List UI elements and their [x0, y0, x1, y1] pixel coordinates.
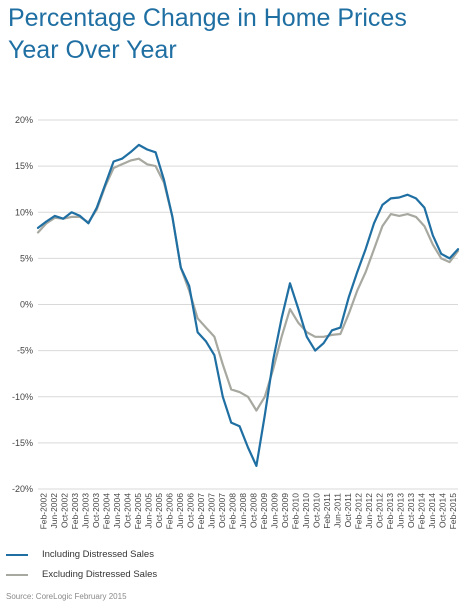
legend-label-including: Including Distressed Sales: [42, 549, 154, 560]
x-tick-label: Oct-2014: [437, 493, 447, 528]
x-tick-label: Jun-2012: [364, 493, 374, 529]
y-tick-label: 0%: [20, 300, 33, 310]
source-note: Source: CoreLogic February 2015: [6, 592, 127, 601]
legend-label-excluding: Excluding Distressed Sales: [42, 569, 158, 580]
x-tick-label: Feb-2006: [164, 493, 174, 530]
x-tick-label: Jun-2008: [238, 493, 248, 529]
legend-item-including: Including Distressed Sales: [6, 547, 306, 563]
x-tick-label: Jun-2003: [80, 493, 90, 529]
x-tick-label: Oct-2010: [311, 493, 321, 528]
x-tick-label: Jun-2009: [269, 493, 279, 529]
line-chart: 20%15%10%5%0%-5%-10%-15%-20%Feb-2002 Jun-…: [12, 115, 460, 530]
x-tick-label: Jun-2014: [427, 493, 437, 529]
y-tick-label: -20%: [12, 484, 33, 494]
y-tick-label: 20%: [15, 115, 33, 125]
x-tick-label: Feb-2003: [70, 493, 80, 530]
series-line-excluding: [36, 157, 460, 412]
y-tick-label: 5%: [20, 253, 33, 263]
x-tick-label: Jun-2013: [395, 493, 405, 529]
x-tick-label: Oct-2012: [374, 493, 384, 528]
chart-title-line-1: Percentage Change in Home Prices: [8, 4, 407, 32]
x-tick-label: Oct-2006: [185, 493, 195, 528]
x-tick-label: Jun-2005: [143, 493, 153, 529]
x-tick-label: Feb-2015: [448, 493, 458, 530]
x-tick-label: Oct-2013: [406, 493, 416, 528]
x-tick-label: Oct-2004: [122, 493, 132, 528]
x-tick-label: Feb-2014: [416, 493, 426, 530]
y-tick-label: -10%: [12, 392, 33, 402]
x-tick-label: Feb-2004: [101, 493, 111, 530]
y-tick-label: -5%: [17, 346, 33, 356]
x-tick-label: Jun-2006: [175, 493, 185, 529]
x-tick-label: Feb-2005: [133, 493, 143, 530]
x-tick-label: Oct-2008: [248, 493, 258, 528]
x-tick-label: Feb-2009: [259, 493, 269, 530]
chart-title: Percentage Change in Home Prices Year Ov…: [8, 2, 468, 66]
x-tick-label: Feb-2008: [227, 493, 237, 530]
x-tick-label: Jun-2010: [301, 493, 311, 529]
x-tick-label: Oct-2009: [280, 493, 290, 528]
x-tick-label: Oct-2011: [343, 493, 353, 528]
x-tick-label: Jun-2011: [332, 493, 342, 528]
x-tick-label: Jun-2004: [112, 493, 122, 529]
legend-swatch-excluding: [6, 574, 28, 576]
x-tick-label: Feb-2002: [38, 493, 48, 530]
x-tick-label: Feb-2007: [196, 493, 206, 530]
x-tick-label: Feb-2010: [290, 493, 300, 530]
chart-title-line-2: Year Over Year: [8, 36, 177, 64]
series-line-including: [36, 143, 460, 467]
x-tick-label: Jun-2002: [49, 493, 59, 529]
x-tick-label: Feb-2013: [385, 493, 395, 530]
y-tick-label: -15%: [12, 438, 33, 448]
y-tick-label: 15%: [15, 161, 33, 171]
x-tick-label: Jun-2007: [206, 493, 216, 529]
x-tick-label: Feb-2012: [353, 493, 363, 530]
legend-swatch-including: [6, 554, 28, 556]
x-tick-label: Oct-2005: [154, 493, 164, 528]
y-tick-label: 10%: [15, 207, 33, 217]
x-tick-label: Oct-2002: [59, 493, 69, 528]
x-tick-label: Oct-2003: [91, 493, 101, 528]
x-tick-label: Oct-2007: [217, 493, 227, 528]
legend-item-excluding: Excluding Distressed Sales: [6, 567, 306, 583]
x-tick-label: Feb-2011: [322, 493, 332, 529]
